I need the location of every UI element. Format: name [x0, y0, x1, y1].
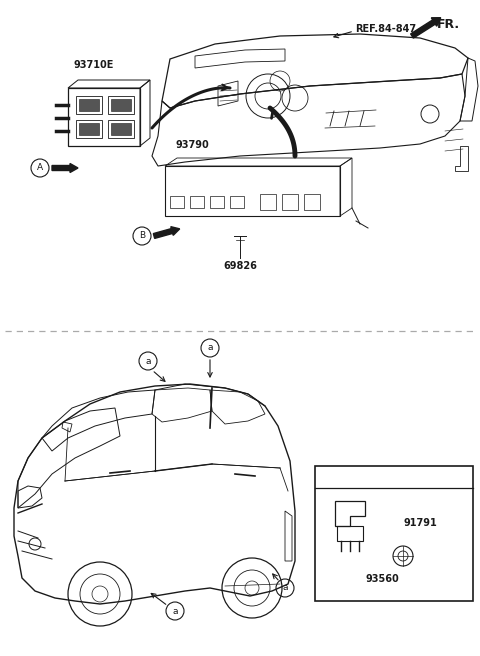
FancyArrow shape — [411, 18, 441, 38]
FancyBboxPatch shape — [111, 123, 131, 135]
Text: 93790: 93790 — [175, 140, 209, 150]
Text: a: a — [145, 356, 151, 365]
Text: a: a — [172, 607, 178, 615]
Text: 93710E: 93710E — [73, 60, 113, 70]
FancyBboxPatch shape — [79, 123, 99, 135]
FancyArrow shape — [153, 227, 180, 238]
Text: A: A — [37, 163, 43, 173]
FancyBboxPatch shape — [111, 99, 131, 111]
Text: REF.84-847: REF.84-847 — [355, 24, 416, 34]
Text: a: a — [326, 472, 332, 482]
Text: 69826: 69826 — [223, 261, 257, 271]
Text: FR.: FR. — [437, 18, 460, 31]
Text: 93560: 93560 — [365, 574, 399, 584]
Text: a: a — [207, 344, 213, 352]
Text: B: B — [139, 232, 145, 241]
Text: 91791: 91791 — [403, 518, 437, 528]
Text: a: a — [282, 583, 288, 592]
FancyBboxPatch shape — [315, 466, 473, 601]
FancyArrow shape — [52, 163, 78, 173]
FancyBboxPatch shape — [79, 99, 99, 111]
